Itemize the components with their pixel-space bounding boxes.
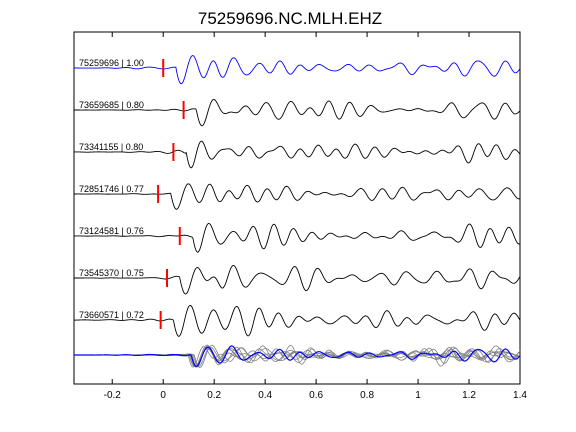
- x-tick-label: 0: [160, 390, 166, 401]
- x-tick-label: 0.8: [360, 390, 374, 401]
- trace-label: 73659685 | 0.80: [79, 100, 144, 110]
- trace-line: [73, 223, 521, 253]
- x-tick-label: 1.4: [513, 390, 527, 401]
- trace-label: 72851746 | 0.77: [79, 184, 144, 194]
- stacked-traces-group: [73, 344, 521, 368]
- trace-label: 73660571 | 0.72: [79, 310, 144, 320]
- trace-line: [73, 304, 521, 337]
- trace-line: [73, 55, 521, 85]
- chart-title: 75259696.NC.MLH.EHZ: [198, 9, 382, 28]
- trace-group: 75259696 | 1.00 73659685 | 0.80 73341155 |…: [73, 55, 521, 337]
- x-tick-label: 1: [415, 390, 421, 401]
- trace-label: 73124581 | 0.76: [79, 226, 144, 236]
- trace-line: [73, 98, 521, 127]
- x-tick-label: 0.6: [309, 390, 323, 401]
- trace-line: [74, 265, 521, 295]
- x-tick-label: 0.4: [258, 390, 272, 401]
- trace-label: 73545370 | 0.75: [79, 268, 144, 278]
- stack-master-line: [74, 345, 521, 367]
- x-tick-label: -0.2: [104, 390, 122, 401]
- trace-line: [73, 183, 521, 210]
- x-axis: -0.2 0 0.2 0.4 0.6 0.8 1 1.2 1.4: [104, 32, 527, 401]
- stack-trace-line: [74, 345, 521, 367]
- x-tick-label: 1.2: [462, 390, 476, 401]
- plot-frame: [73, 31, 521, 385]
- trace-label: 75259696 | 1.00: [79, 58, 144, 68]
- x-tick-label: 0.2: [207, 390, 221, 401]
- trace-line: [73, 140, 521, 169]
- trace-label: 73341155 | 0.80: [79, 142, 143, 152]
